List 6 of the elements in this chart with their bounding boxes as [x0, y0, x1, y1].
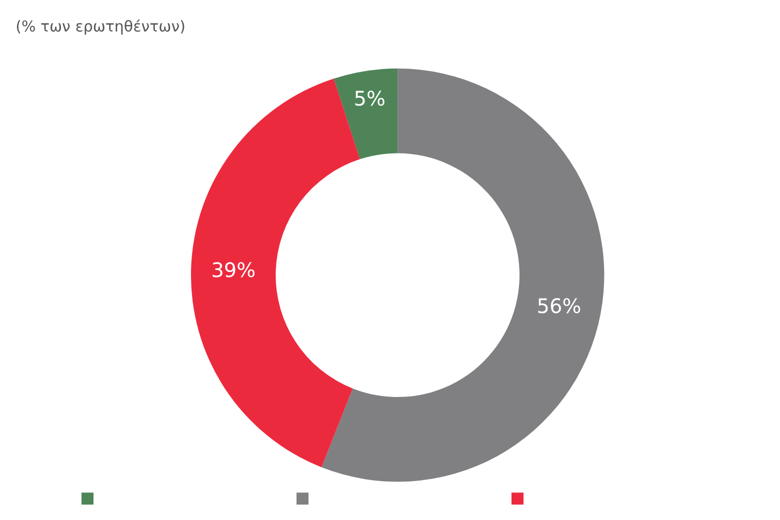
data-label: 5%	[354, 86, 386, 111]
data-label: 56%	[536, 294, 582, 318]
chart-title: (% των ερωτηθέντων)	[16, 17, 186, 36]
donut-slice	[334, 68, 398, 160]
data-label: 39%	[211, 258, 256, 282]
donut-slice	[322, 68, 604, 482]
